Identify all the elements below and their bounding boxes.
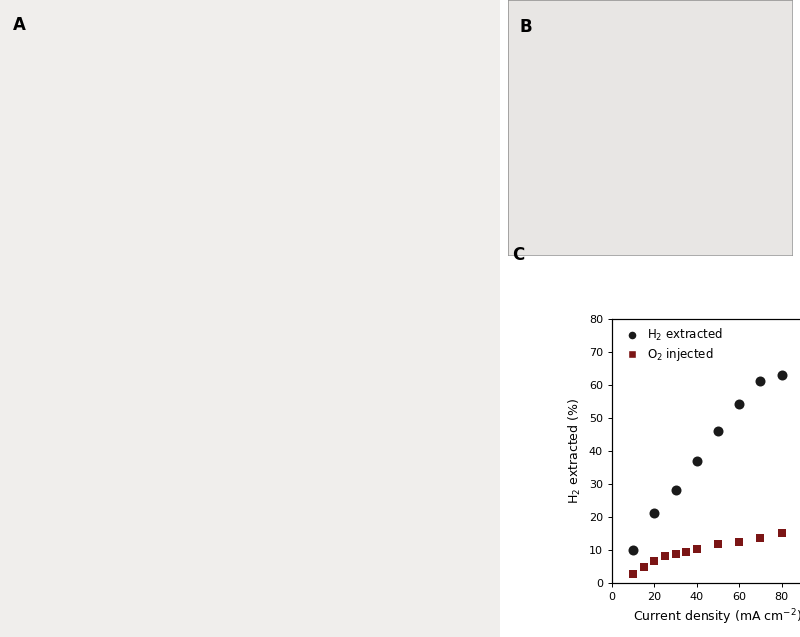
Point	[733, 537, 746, 547]
Point	[733, 399, 746, 410]
Legend: H$_2$ extracted, O$_2$ injected: H$_2$ extracted, O$_2$ injected	[618, 324, 726, 366]
Point	[648, 555, 661, 566]
Point	[627, 545, 640, 555]
Point	[775, 369, 788, 380]
Point	[690, 455, 703, 466]
Point	[669, 549, 682, 559]
Point	[680, 547, 693, 557]
Point	[648, 508, 661, 519]
Text: B: B	[519, 18, 532, 36]
Point	[627, 569, 640, 579]
Point	[669, 485, 682, 496]
Point	[712, 426, 725, 436]
Text: A: A	[13, 16, 26, 34]
Point	[775, 528, 788, 538]
Text: C: C	[512, 247, 524, 264]
X-axis label: Current density (mA cm$^{-2}$): Current density (mA cm$^{-2}$)	[634, 608, 800, 627]
Point	[690, 543, 703, 554]
Point	[658, 551, 671, 562]
Point	[754, 533, 766, 543]
Point	[638, 562, 650, 573]
Point	[712, 539, 725, 549]
Y-axis label: H$_2$ extracted (%): H$_2$ extracted (%)	[567, 397, 583, 504]
Point	[754, 376, 766, 387]
